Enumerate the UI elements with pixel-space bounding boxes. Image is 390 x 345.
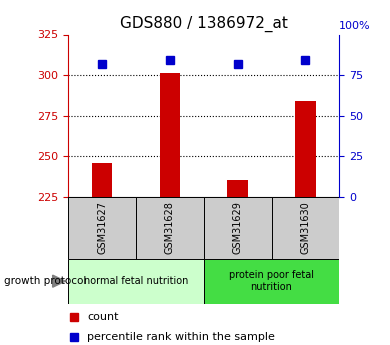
Text: 100%: 100% bbox=[339, 21, 371, 31]
Bar bbox=[160, 73, 180, 197]
Bar bbox=[136, 197, 204, 259]
Text: GSM31630: GSM31630 bbox=[300, 201, 310, 254]
Bar bbox=[271, 197, 339, 259]
Text: normal fetal nutrition: normal fetal nutrition bbox=[84, 276, 188, 286]
Title: GDS880 / 1386972_at: GDS880 / 1386972_at bbox=[120, 16, 288, 32]
Text: GSM31628: GSM31628 bbox=[165, 201, 175, 254]
Text: growth protocol: growth protocol bbox=[4, 276, 86, 286]
Bar bbox=[204, 197, 271, 259]
Bar bbox=[204, 259, 339, 304]
Bar bbox=[68, 197, 136, 259]
Text: GSM31627: GSM31627 bbox=[97, 201, 107, 254]
Polygon shape bbox=[53, 275, 65, 287]
Text: GSM31629: GSM31629 bbox=[233, 201, 243, 254]
Bar bbox=[295, 101, 316, 197]
Bar bbox=[92, 162, 112, 197]
Text: count: count bbox=[87, 312, 119, 322]
Text: protein poor fetal
nutrition: protein poor fetal nutrition bbox=[229, 270, 314, 292]
Text: percentile rank within the sample: percentile rank within the sample bbox=[87, 332, 275, 342]
Bar bbox=[68, 259, 204, 304]
Bar bbox=[227, 180, 248, 197]
